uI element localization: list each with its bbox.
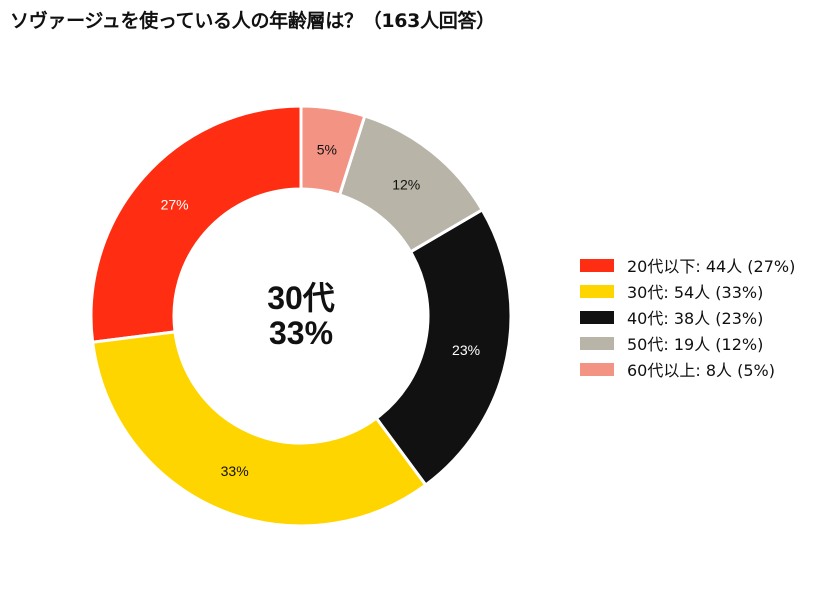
slice-percent-label: 12% <box>392 176 420 192</box>
chart-title: ソヴァージュを使っている人の年齢層は？（163人回答） <box>10 10 495 32</box>
legend-swatch <box>580 284 614 298</box>
legend-swatch <box>580 336 614 350</box>
slice-labels: 27% 33% 23% 12% 5% <box>161 141 480 478</box>
legend-swatch <box>580 310 614 324</box>
legend-label: 50代: 19人 (12%) <box>627 335 764 354</box>
donut-slice <box>374 208 513 487</box>
legend-label: 30代: 54人 (33%) <box>627 283 764 302</box>
legend-label: 20代以下: 44人 (27%) <box>627 257 796 276</box>
legend-item: 30代: 54人 (33%) <box>580 278 795 304</box>
legend-item: 20代以下: 44人 (27%) <box>580 252 795 278</box>
slice-percent-label: 5% <box>317 141 337 157</box>
legend-item: 40代: 38人 (23%) <box>580 304 795 330</box>
legend-item: 50代: 19人 (12%) <box>580 330 795 356</box>
donut-slices <box>89 104 513 528</box>
legend-label: 40代: 38人 (23%) <box>627 309 764 328</box>
donut-slice <box>91 330 428 528</box>
center-label-category: 30代 <box>267 280 335 316</box>
slice-percent-label: 23% <box>452 342 480 358</box>
slice-percent-label: 27% <box>161 197 189 213</box>
legend: 20代以下: 44人 (27%) 30代: 54人 (33%) 40代: 38人… <box>580 252 795 382</box>
slice-percent-label: 33% <box>221 463 249 479</box>
legend-label: 60代以上: 8人 (5%) <box>627 361 775 380</box>
legend-swatch <box>580 362 614 376</box>
donut-slice <box>89 104 303 344</box>
legend-item: 60代以上: 8人 (5%) <box>580 356 795 382</box>
center-label-percent: 33% <box>269 315 333 351</box>
donut-slice <box>299 104 367 197</box>
donut-chart: 27% 33% 23% 12% 5% 30代 33% <box>89 104 513 528</box>
legend-swatch <box>580 258 614 272</box>
